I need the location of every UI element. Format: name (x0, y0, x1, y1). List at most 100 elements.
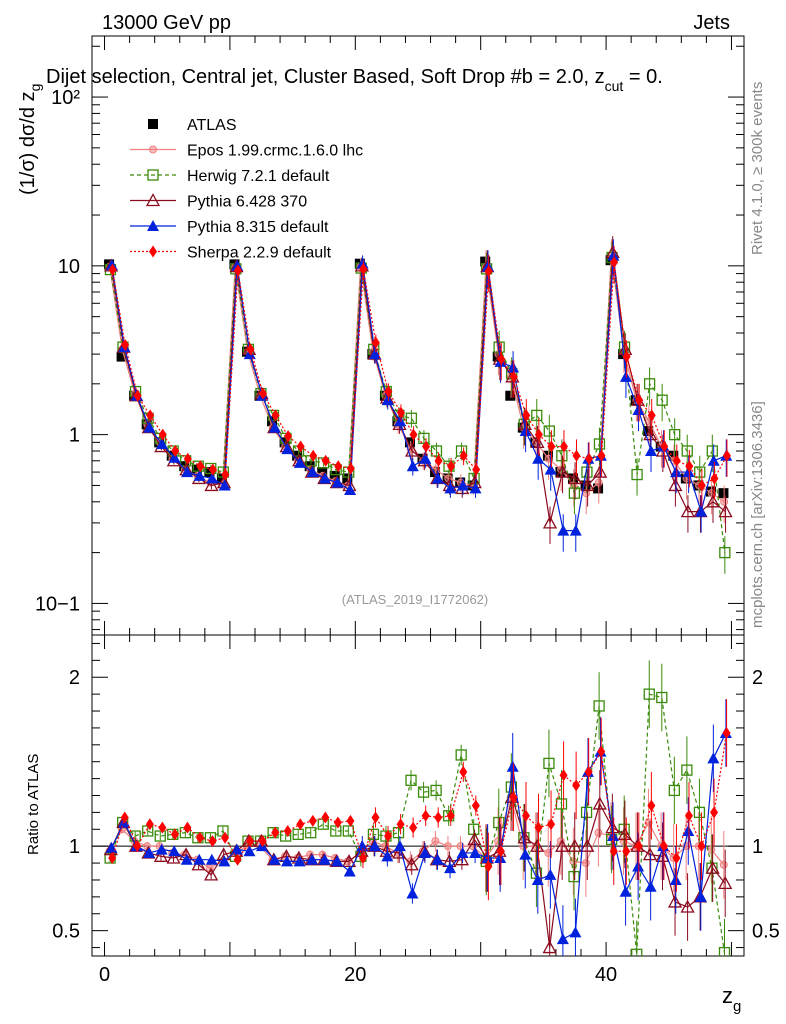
data-point (542, 515, 558, 529)
data-point (631, 468, 643, 481)
x-tick-label: 20 (344, 964, 366, 986)
ratio-point (418, 846, 431, 858)
ratio-point (404, 857, 419, 871)
data-point (171, 444, 180, 457)
ratio-y-tick-label-right: 1 (752, 836, 763, 858)
ratio-point (544, 868, 557, 880)
data-point (480, 256, 491, 267)
data-point (396, 406, 405, 419)
data-point (371, 336, 380, 349)
plot-title: Dijet selection, Central jet, Cluster Ba… (46, 66, 663, 94)
data-point (344, 483, 357, 495)
legend-entry: Pythia 8.315 default (130, 219, 329, 236)
data-point (394, 415, 407, 427)
data-point (610, 256, 619, 269)
data-point (204, 467, 215, 478)
data-point (695, 505, 708, 517)
data-point (469, 482, 482, 494)
data-point (680, 504, 696, 518)
ratio-point (547, 818, 556, 831)
ratio-point (668, 784, 680, 797)
ratio-point (584, 765, 593, 778)
ratio-series-line (110, 732, 727, 941)
data-point (607, 249, 620, 261)
data-point (569, 524, 582, 536)
data-point (246, 343, 255, 356)
ratio-point (484, 860, 493, 873)
data-point (559, 440, 568, 453)
ratio-point (632, 860, 645, 872)
ratio-point (271, 826, 280, 839)
y-tick-label: 10 (58, 256, 80, 278)
ratio-point (305, 827, 317, 839)
legend-marker (145, 193, 161, 207)
ratio-point (684, 809, 693, 822)
ratio-point (283, 824, 292, 837)
ratio-point (296, 818, 305, 831)
data-point (668, 478, 683, 492)
data-point (356, 257, 369, 269)
ratio-point (496, 845, 505, 858)
x-tick-label: 0 (99, 964, 110, 986)
ratio-point (221, 831, 230, 844)
data-point (418, 432, 430, 445)
ratio-point (493, 816, 505, 829)
watermark-id: (ATLAS_2019_I1772062) (342, 592, 488, 607)
ratio-point (634, 840, 643, 853)
data-point (484, 265, 493, 278)
data-point (719, 546, 731, 559)
data-point (543, 425, 555, 437)
ratio-point (343, 865, 356, 877)
data-point (593, 438, 606, 450)
legend-entry: Sherpa 2.2.9 default (130, 245, 332, 262)
data-point (622, 350, 631, 363)
data-point (268, 421, 281, 433)
ratio-point (405, 774, 417, 786)
ratio-point (368, 840, 381, 852)
ratio-point (166, 850, 181, 864)
data-point (594, 478, 603, 487)
ratio-point (642, 847, 658, 861)
ratio-point (593, 700, 605, 712)
data-point (619, 370, 632, 382)
plot-title-end: = 0. (623, 66, 662, 88)
data-point (430, 445, 443, 457)
ratio-point (233, 853, 242, 866)
legend-label: ATLAS (187, 117, 237, 134)
ratio-point (530, 838, 545, 852)
data-point (216, 473, 227, 484)
data-point (284, 430, 293, 443)
data-point (710, 472, 719, 485)
data-point (718, 488, 729, 499)
ratio-point (306, 853, 319, 865)
ratio-point (655, 848, 670, 862)
ratio-point (559, 769, 568, 782)
data-point (158, 428, 167, 441)
ratio-point (592, 796, 607, 810)
data-point (116, 351, 127, 362)
legend-entry: ATLAS (148, 117, 237, 134)
data-point (321, 454, 330, 467)
ratio-point (572, 779, 581, 792)
ratio-point (446, 809, 455, 822)
ratio-point (644, 880, 657, 892)
data-point (568, 487, 581, 499)
ratio-point (421, 809, 430, 822)
data-point (334, 460, 343, 473)
ratio-point (356, 840, 369, 852)
ratio-point (647, 799, 656, 812)
ratio-point (719, 860, 728, 869)
ratio-point (718, 875, 733, 890)
jets-label: Jets (693, 12, 730, 34)
data-point (193, 469, 206, 481)
ratio-point (531, 873, 544, 885)
data-point (319, 472, 332, 484)
data-point (271, 409, 280, 422)
data-point (505, 390, 516, 401)
legend-marker (147, 220, 159, 231)
ratio-point (456, 846, 469, 858)
data-point (196, 460, 205, 473)
ratio-y-tick-label: 0.5 (52, 921, 80, 943)
x-axis-title: zg (722, 983, 741, 1015)
